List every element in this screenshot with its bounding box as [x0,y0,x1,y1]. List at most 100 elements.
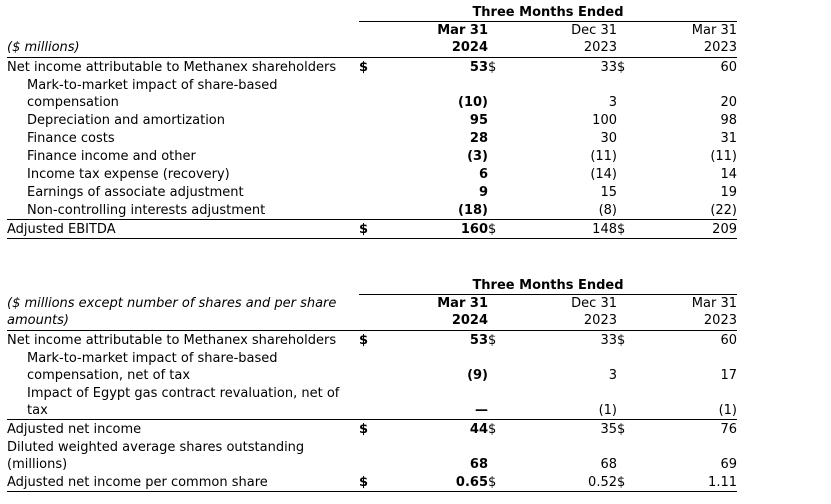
cell-value: 68 [469,457,488,472]
adjusted-ebitda-table: Three Months Ended ($ millions) Mar 31 2024… [7,4,737,239]
table-row: Earnings of associate adjustment 9 15 19 [7,183,737,201]
cell-value: 60 [720,60,737,75]
cell-value: 33 [600,60,617,75]
column-header-period: Dec 31 [571,23,617,38]
dollar-sign [617,201,631,220]
cell-value: (18) [373,201,488,220]
dollar-sign [488,147,502,165]
dollar-sign [359,201,373,220]
cell-value: 68 [600,457,617,472]
row-label: Non-controlling interests adjustment [7,201,359,220]
cell-value: 19 [720,185,737,200]
dollar-sign: $ [488,473,502,492]
adjusted-net-income-table: Three Months Ended ($ millions except num… [7,277,739,492]
cell-value: (14) [590,167,617,182]
table-row: Impact of Egypt gas contract revaluation… [7,384,737,420]
table-row: Mark-to-market impact of share-based com… [7,76,737,111]
dollar-sign [617,129,631,147]
dollar-sign [359,349,373,384]
column-header-period: Dec 31 [571,296,617,311]
dollar-sign [488,111,502,129]
header-spacer [488,294,502,331]
span-header: Three Months Ended [359,277,737,295]
column-header-1: Mar 31 2024 [373,21,488,58]
cell-value: 20 [720,95,737,110]
cell-value: (9) [467,368,488,383]
cell-value: 28 [469,131,488,146]
cell-value: 44 [469,422,488,437]
row-label: Mark-to-market impact of share-based com… [27,78,278,110]
cell-value: (10) [458,95,488,110]
dollar-sign [488,76,502,111]
dollar-sign: $ [617,333,626,348]
dollar-sign [488,129,502,147]
cell-value: (11) [590,149,617,164]
dollar-sign: $ [359,60,369,75]
column-header-2: Dec 31 2023 [502,294,617,331]
cell-value: 35 [600,422,617,437]
span-header: Three Months Ended [359,4,737,22]
dollar-sign [488,438,502,473]
column-header-period: Mar 31 [437,23,488,38]
dollar-sign: $ [617,219,631,239]
adjusted-ebitda-table: Three Months Ended ($ millions) Mar 31 2024… [7,4,739,239]
dollar-sign [488,165,502,183]
column-header-period: Mar 31 [691,296,737,311]
dollar-sign: $ [359,473,373,492]
dollar-sign [359,165,373,183]
row-label: Diluted weighted average shares outstand… [7,440,305,472]
row-label: Income tax expense (recovery) [27,167,230,182]
cell-value: 6 [478,167,488,182]
dollar-sign: $ [617,60,626,75]
dollar-sign [359,438,373,473]
table-row: Adjusted net income $44 $35 $76 [7,420,737,439]
cell-value: 3 [608,95,617,110]
cell-value: 60 [720,333,737,348]
dollar-sign [617,384,631,420]
cell-value: 69 [720,457,737,472]
cell-value: 1.11 [631,473,737,492]
cell-value: 76 [720,422,737,437]
dollar-sign [617,76,631,111]
table-row: Finance costs 28 30 31 [7,129,737,147]
header-spacer [617,21,631,58]
cell-value: 17 [720,368,737,383]
cell-value: 30 [600,131,617,146]
row-label: Earnings of associate adjustment [27,185,244,200]
dollar-sign [617,183,631,201]
dollar-sign [359,147,373,165]
column-header-year: 2024 [451,40,488,55]
dollar-sign [488,183,502,201]
header-spacer [488,21,502,58]
cell-value: (11) [710,149,737,164]
cell-value: 95 [469,113,488,128]
column-header-year: 2024 [451,313,488,328]
cell-value: — [373,384,488,420]
cell-value: 209 [631,219,737,239]
table-row: Income tax expense (recovery) 6 (14) 14 [7,165,737,183]
cell-value: 148 [502,219,617,239]
dollar-sign [488,201,502,220]
dollar-sign [359,183,373,201]
span-header-spacer [7,277,359,295]
row-label: Net income attributable to Methanex shar… [7,333,337,348]
dollar-sign: $ [488,60,497,75]
dollar-sign [617,165,631,183]
column-header-period: Mar 31 [437,296,488,311]
cell-value: 14 [720,167,737,182]
dollar-sign [617,438,631,473]
row-label: Finance income and other [27,149,196,164]
column-header-year: 2023 [583,40,617,55]
adjusted-net-income-table: Three Months Ended ($ millions except num… [7,277,737,492]
row-label: Adjusted net income [7,422,142,437]
cell-value: 98 [720,113,737,128]
dollar-sign [617,349,631,384]
header-spacer [359,294,373,331]
table-row: Net income attributable to Methanex shar… [7,58,737,77]
row-label: Adjusted net income per common share [7,473,359,492]
cell-value: (3) [467,149,488,164]
cell-value: (22) [631,201,737,220]
cell-value: (1) [502,384,617,420]
table-row: Net income attributable to Methanex shar… [7,331,737,350]
dollar-sign: $ [488,333,497,348]
